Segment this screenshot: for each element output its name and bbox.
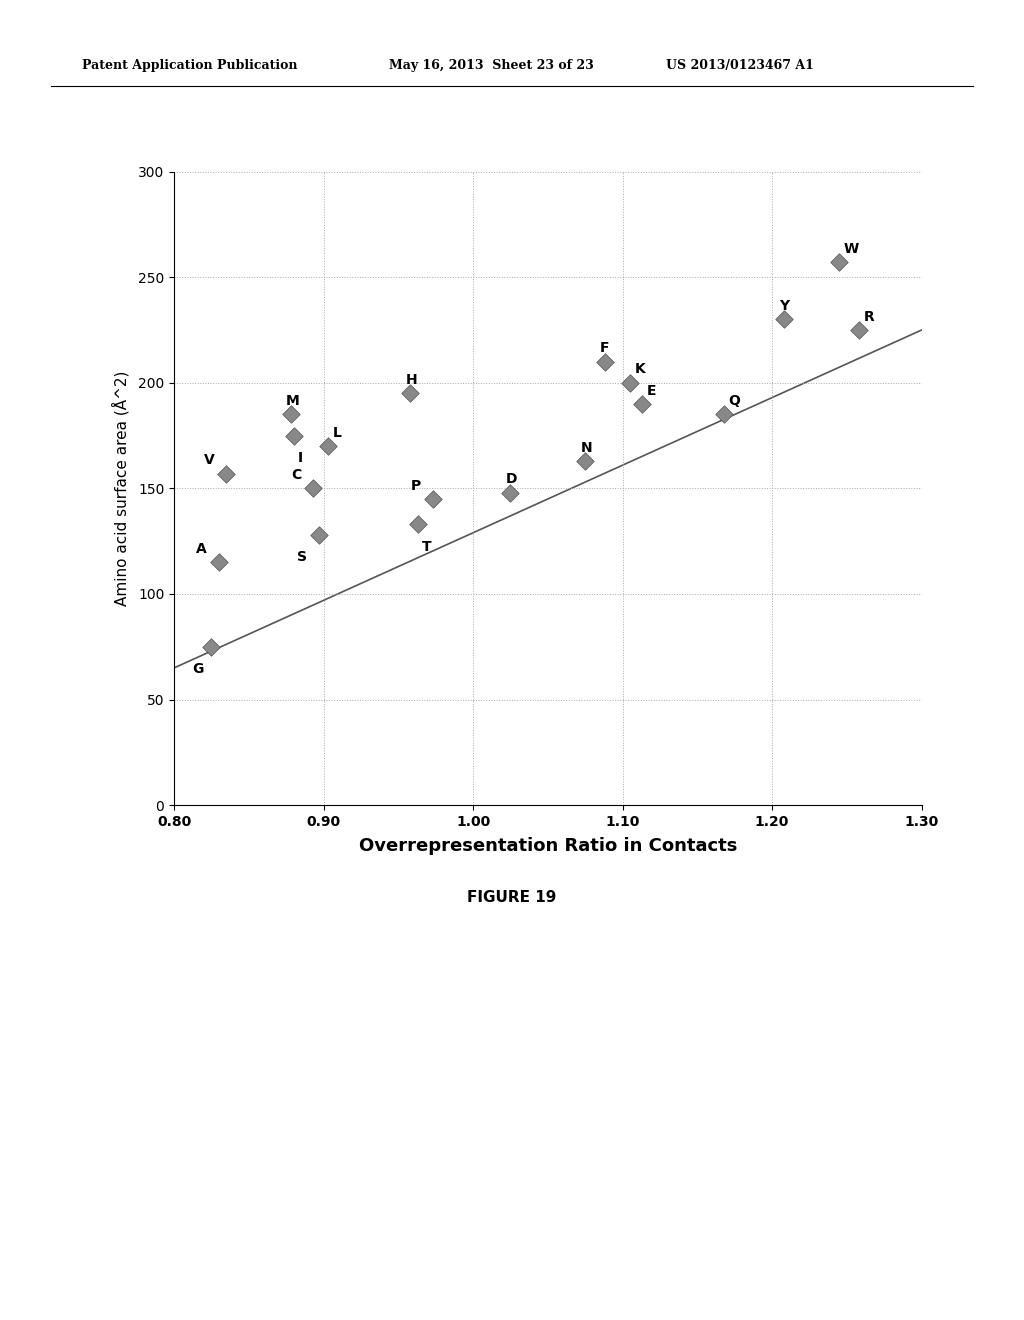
Text: Y: Y	[779, 300, 790, 313]
Text: G: G	[193, 663, 204, 676]
Text: May 16, 2013  Sheet 23 of 23: May 16, 2013 Sheet 23 of 23	[389, 59, 594, 73]
Point	[776, 309, 793, 330]
Point	[283, 404, 299, 425]
Text: E: E	[646, 384, 656, 397]
Point	[503, 482, 519, 503]
Text: R: R	[863, 310, 874, 323]
Point	[305, 478, 322, 499]
Point	[851, 319, 867, 341]
Text: H: H	[406, 374, 418, 387]
Text: Patent Application Publication: Patent Application Publication	[82, 59, 297, 73]
Text: I: I	[298, 451, 303, 465]
Text: W: W	[844, 242, 859, 256]
Text: L: L	[333, 426, 341, 440]
Text: P: P	[411, 479, 421, 492]
Point	[716, 404, 732, 425]
Point	[425, 488, 441, 510]
Text: FIGURE 19: FIGURE 19	[467, 890, 557, 906]
Text: S: S	[297, 550, 307, 565]
Y-axis label: Amino acid surface area (Å^2): Amino acid surface area (Å^2)	[113, 371, 130, 606]
Text: K: K	[635, 363, 645, 376]
Text: F: F	[600, 342, 609, 355]
Text: N: N	[581, 441, 592, 454]
Text: US 2013/0123467 A1: US 2013/0123467 A1	[666, 59, 813, 73]
Point	[218, 463, 234, 484]
Text: M: M	[286, 395, 300, 408]
Text: C: C	[291, 469, 301, 482]
Point	[203, 636, 220, 657]
X-axis label: Overrepresentation Ratio in Contacts: Overrepresentation Ratio in Contacts	[358, 837, 737, 855]
Point	[319, 436, 336, 457]
Point	[622, 372, 638, 393]
Point	[311, 524, 328, 545]
Text: T: T	[422, 540, 432, 554]
Text: V: V	[204, 453, 214, 467]
Point	[286, 425, 302, 446]
Point	[596, 351, 612, 372]
Text: A: A	[197, 543, 207, 556]
Text: Q: Q	[729, 395, 740, 408]
Point	[578, 450, 594, 471]
Point	[410, 513, 426, 535]
Point	[402, 383, 419, 404]
Point	[831, 252, 848, 273]
Point	[211, 552, 227, 573]
Text: D: D	[506, 473, 517, 486]
Point	[634, 393, 650, 414]
